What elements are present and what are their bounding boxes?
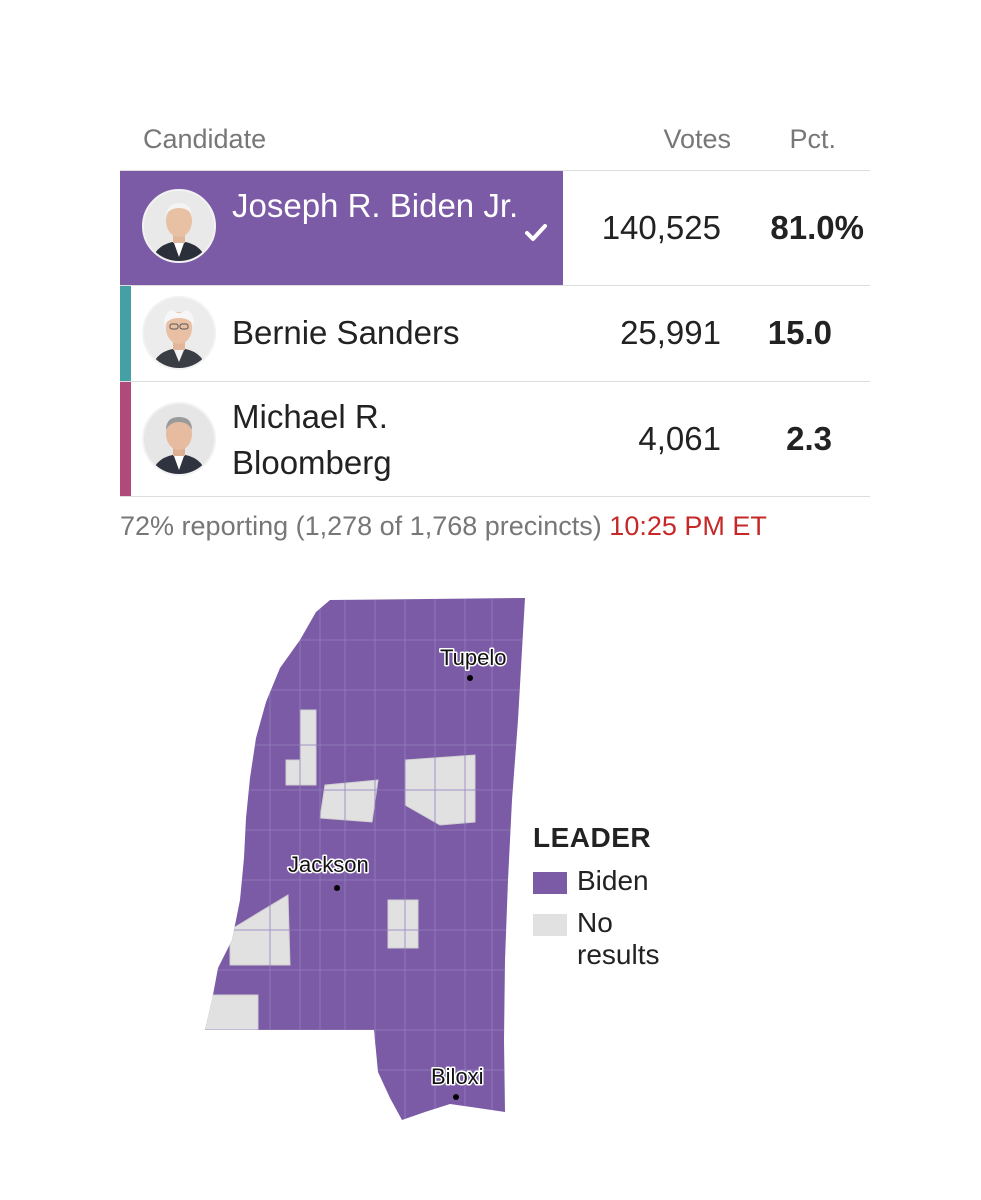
city-label-tupelo: Tupelo — [440, 645, 506, 670]
candidate-header: Candidate — [143, 124, 267, 154]
avatar-biden — [142, 189, 216, 263]
legend-item-biden: Biden — [533, 860, 651, 902]
vote-count: 140,525 — [601, 209, 721, 246]
table-header: Candidate Votes Pct. — [120, 110, 870, 171]
city-label-jackson: Jackson — [288, 852, 369, 877]
vote-pct: 2.3 — [786, 420, 832, 457]
candidate-name: Michael R. Bloomberg — [232, 398, 392, 481]
votes-header: Votes — [663, 124, 731, 154]
check-icon — [525, 224, 547, 241]
state-shape — [205, 598, 525, 1120]
update-time: 10:25 PM ET — [609, 511, 767, 541]
vote-pct: 81.0% — [770, 209, 864, 246]
pct-header: Pct. — [789, 124, 836, 154]
candidate-row-bloomberg: Michael R. Bloomberg 4,061 2.3 — [120, 382, 870, 497]
vote-count: 4,061 — [638, 420, 721, 457]
mississippi-county-map: Tupelo Jackson Biloxi — [205, 598, 525, 1120]
legend-swatch — [533, 914, 567, 936]
city-dot-jackson — [334, 885, 340, 891]
legend-label: No results — [577, 907, 660, 970]
results-table: Candidate Votes Pct. Joseph R. Biden Jr.… — [120, 110, 870, 497]
city-dot-tupelo — [467, 675, 473, 681]
candidate-name: Joseph R. Biden Jr. — [232, 187, 519, 224]
avatar-sanders — [142, 296, 216, 370]
legend-swatch — [533, 872, 567, 894]
reporting-status: 72% reporting (1,278 of 1,768 precincts)… — [120, 511, 767, 542]
city-label-biloxi: Biloxi — [431, 1064, 484, 1089]
legend-label: Biden — [577, 865, 649, 896]
avatar-bloomberg — [142, 402, 216, 476]
legend-item-no-results: No results — [533, 902, 659, 970]
map-legend: LEADER Biden No results — [533, 822, 659, 970]
legend-title: LEADER — [533, 822, 652, 853]
candidate-name: Bernie Sanders — [232, 314, 460, 351]
reporting-text: 72% reporting (1,278 of 1,768 precincts) — [120, 511, 602, 541]
candidate-row-sanders: Bernie Sanders 25,991 15.0 — [120, 286, 870, 382]
candidate-color-stripe — [120, 286, 131, 381]
vote-pct: 15.0 — [767, 314, 832, 351]
city-dot-biloxi — [453, 1094, 459, 1100]
candidate-color-stripe — [120, 382, 131, 496]
candidate-row-biden: Joseph R. Biden Jr. 140,525 81.0% — [120, 171, 870, 286]
vote-count: 25,991 — [620, 314, 721, 351]
